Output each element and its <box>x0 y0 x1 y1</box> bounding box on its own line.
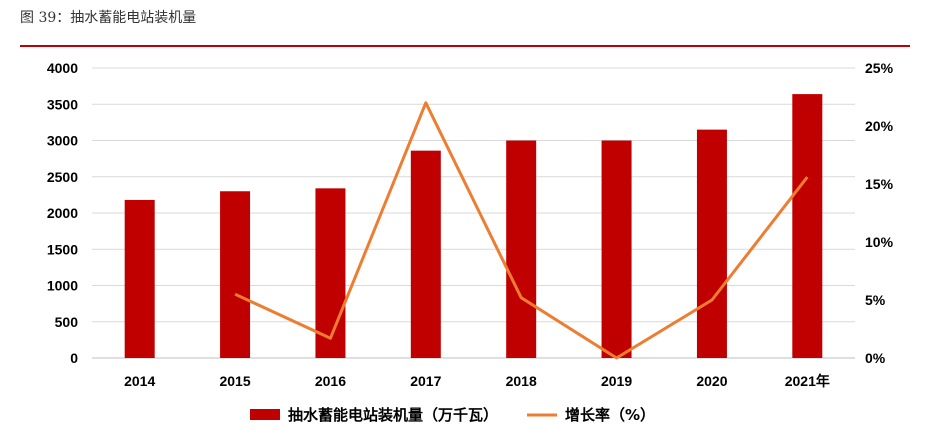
bar <box>601 140 632 358</box>
y2-tick-label: 0% <box>865 350 886 366</box>
x-tick-label: 2016 <box>315 373 346 389</box>
growth-line-path <box>234 101 809 360</box>
bar <box>315 188 346 358</box>
bar <box>124 199 155 358</box>
bars <box>124 94 823 358</box>
y-tick-label: 2500 <box>47 169 78 185</box>
gridlines <box>92 67 855 359</box>
y2-tick-label: 10% <box>865 234 894 250</box>
x-tick-label: 2018 <box>506 373 537 389</box>
y-axis-right: 0% 5% 10% 15% 20% 25% <box>865 60 894 366</box>
y-tick-label: 500 <box>55 314 79 330</box>
caption-rule <box>20 45 910 47</box>
y-tick-label: 4000 <box>47 60 78 76</box>
y-tick-label: 2000 <box>47 205 78 221</box>
y-tick-label: 0 <box>70 350 78 366</box>
bar <box>696 129 727 358</box>
x-tick-label: 2017 <box>410 373 441 389</box>
y-axis-left: 0 500 1000 1500 2000 2500 3000 3500 4000 <box>47 60 78 366</box>
bar <box>220 191 251 358</box>
y-tick-label: 3500 <box>47 96 78 112</box>
y2-tick-label: 5% <box>865 292 886 308</box>
y2-tick-label: 20% <box>865 118 894 134</box>
y2-tick-label: 15% <box>865 176 894 192</box>
legend: 抽水蓄能电站装机量（万千瓦） 增长率（%） <box>250 406 655 424</box>
legend-line-label: 增长率（%） <box>565 406 655 424</box>
x-tick-label: 2019 <box>601 373 632 389</box>
bar <box>792 94 823 358</box>
bar <box>410 150 441 358</box>
x-tick-label: 2020 <box>696 373 727 389</box>
x-tick-label: 2015 <box>219 373 250 389</box>
legend-bar-swatch <box>250 409 280 420</box>
growth-line <box>234 101 809 360</box>
y-tick-label: 3000 <box>47 133 78 149</box>
figure-caption: 图 39：抽水蓄能电站装机量 <box>20 10 197 26</box>
bar <box>506 140 537 358</box>
y-tick-label: 1500 <box>47 241 78 257</box>
x-axis: 2014 2015 2016 2017 2018 2019 2020 2021年 <box>124 373 830 389</box>
y2-tick-label: 25% <box>865 60 894 76</box>
legend-bar-label: 抽水蓄能电站装机量（万千瓦） <box>288 406 498 424</box>
x-tick-label: 2014 <box>124 373 155 389</box>
y-tick-label: 1000 <box>47 278 78 294</box>
x-tick-label: 2021年 <box>785 373 830 389</box>
